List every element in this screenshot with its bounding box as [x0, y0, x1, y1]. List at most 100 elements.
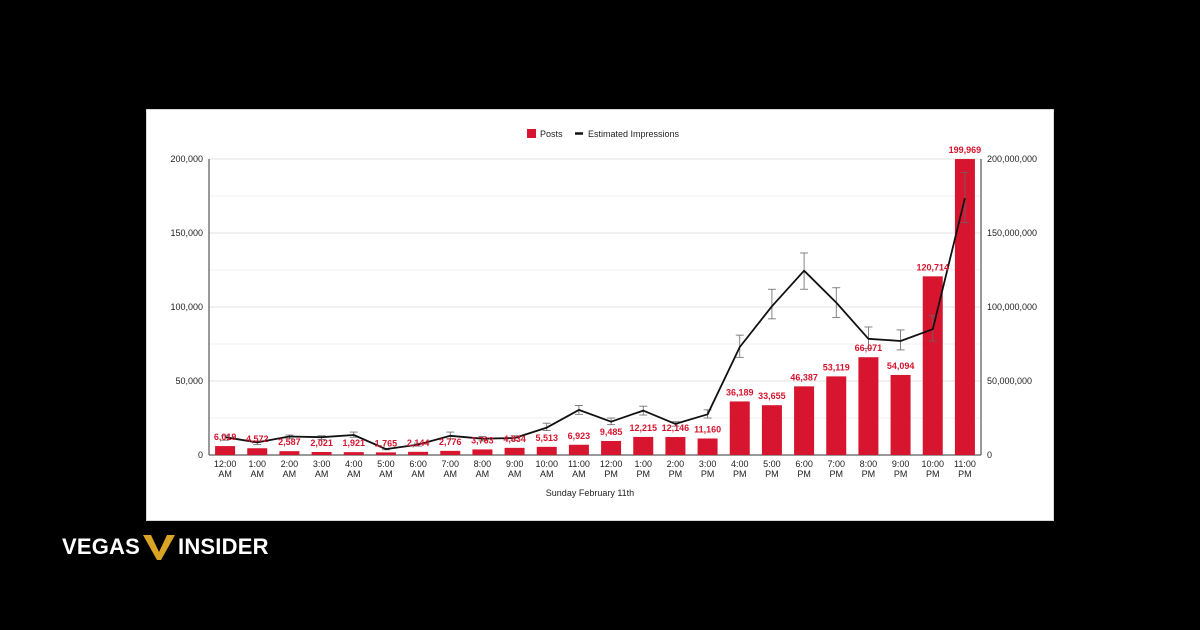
- posts-bar: [922, 276, 943, 455]
- posts-data-label: 54,094: [887, 361, 915, 371]
- posts-data-label: 2,144: [407, 438, 430, 448]
- x-tick-label-time: 8:00: [474, 459, 492, 469]
- posts-bar: [440, 450, 461, 455]
- posts-bar: [311, 452, 332, 455]
- x-tick-label-time: 5:00: [377, 459, 395, 469]
- posts-data-label: 12,215: [629, 423, 657, 433]
- x-tick-label-time: 10:00: [921, 459, 944, 469]
- x-tick-label-period: AM: [572, 469, 586, 479]
- x-tick-label-period: PM: [765, 469, 779, 479]
- posts-bar: [247, 448, 268, 455]
- x-tick-label-time: 3:00: [313, 459, 331, 469]
- posts-data-label: 36,189: [726, 387, 754, 397]
- posts-data-label: 4,834: [503, 434, 526, 444]
- vi-chevron-logo-icon: [143, 535, 176, 560]
- x-tick-label-period: PM: [797, 469, 811, 479]
- x-tick-label-period: AM: [508, 469, 522, 479]
- posts-impressions-chart: 0 50,000 100,000 150,000 200,000 0 50,000,000 1…: [170, 129, 1037, 498]
- x-tick-label-period: AM: [251, 469, 265, 479]
- x-tick-label-time: 9:00: [892, 459, 910, 469]
- legend-impressions-label: Estimated Impressions: [588, 129, 680, 139]
- posts-bar: [633, 436, 654, 455]
- posts-data-label: 4,572: [246, 434, 269, 444]
- posts-bar: [794, 386, 815, 455]
- posts-data-label: 53,119: [823, 362, 850, 372]
- y-right-tick-label: 150,000,000: [987, 228, 1037, 238]
- y-left-tick-label: 50,000: [175, 376, 203, 386]
- y-right-tick-label: 200,000,000: [987, 154, 1037, 164]
- posts-data-label: 6,923: [568, 431, 591, 441]
- posts-bar: [954, 159, 975, 455]
- posts-data-label: 33,655: [758, 391, 786, 401]
- posts-data-label: 9,485: [600, 427, 623, 437]
- posts-data-label: 2,021: [310, 438, 333, 448]
- x-tick-label-time: 6:00: [795, 459, 813, 469]
- posts-data-label: 12,146: [662, 423, 690, 433]
- x-tick-label-period: PM: [926, 469, 940, 479]
- x-tick-label-period: AM: [411, 469, 425, 479]
- x-tick-label-time: 12:00: [600, 459, 623, 469]
- x-tick-label-time: 8:00: [860, 459, 878, 469]
- x-tick-label-time: 3:00: [699, 459, 717, 469]
- posts-data-label: 3,763: [471, 435, 494, 445]
- y-left-tick-label: 100,000: [170, 302, 203, 312]
- posts-bar: [215, 446, 236, 455]
- y-left-tick-label: 150,000: [170, 228, 203, 238]
- x-tick-label-time: 9:00: [506, 459, 524, 469]
- posts-bar: [858, 357, 879, 455]
- y-right-tick-label: 50,000,000: [987, 376, 1032, 386]
- posts-data-label: 11,160: [694, 424, 721, 434]
- posts-bar: [279, 451, 300, 455]
- x-tick-label-time: 12:00: [214, 459, 237, 469]
- posts-bar: [536, 446, 557, 455]
- legend-posts-marker: [527, 129, 536, 138]
- y-left-tick-label: 0: [198, 450, 203, 460]
- x-tick-label-time: 1:00: [634, 459, 652, 469]
- posts-bar: [826, 376, 847, 455]
- posts-bar: [568, 444, 589, 455]
- x-tick-label-period: PM: [894, 469, 908, 479]
- posts-bar: [375, 452, 396, 455]
- x-tick-label-period: AM: [379, 469, 393, 479]
- x-tick-label-time: 1:00: [248, 459, 266, 469]
- posts-bar: [761, 405, 782, 455]
- x-tick-label-time: 2:00: [281, 459, 299, 469]
- brand-word-insider: INSIDER: [178, 534, 269, 559]
- posts-data-label: 1,765: [375, 438, 398, 448]
- x-tick-label-period: AM: [476, 469, 490, 479]
- x-tick-label-period: AM: [283, 469, 297, 479]
- x-tick-label-period: AM: [540, 469, 554, 479]
- x-axis-title: Sunday February 11th: [546, 488, 634, 498]
- x-tick-label-period: AM: [347, 469, 361, 479]
- posts-bar: [729, 401, 750, 455]
- x-tick-label-time: 2:00: [667, 459, 685, 469]
- posts-bar: [665, 437, 686, 455]
- x-tick-label-period: AM: [444, 469, 458, 479]
- posts-data-label: 2,776: [439, 437, 462, 447]
- posts-data-label: 6,019: [214, 432, 237, 442]
- posts-bar: [504, 447, 525, 455]
- posts-data-label: 2,587: [278, 437, 301, 447]
- legend-posts-label: Posts: [540, 129, 563, 139]
- x-tick-label-time: 5:00: [763, 459, 781, 469]
- x-tick-label-period: PM: [862, 469, 876, 479]
- posts-bar: [601, 440, 622, 455]
- y-right-tick-label: 0: [987, 450, 992, 460]
- x-tick-label-period: PM: [669, 469, 683, 479]
- posts-data-label: 5,513: [535, 433, 558, 443]
- x-tick-label-period: PM: [637, 469, 651, 479]
- x-tick-label-time: 6:00: [409, 459, 427, 469]
- x-tick-label-time: 4:00: [731, 459, 749, 469]
- posts-bar: [697, 438, 718, 455]
- x-tick-label-time: 11:00: [954, 459, 976, 469]
- posts-data-label: 66,071: [855, 343, 883, 353]
- posts-data-label: 199,969: [949, 145, 982, 155]
- posts-bar: [890, 374, 911, 455]
- posts-bar: [472, 449, 493, 455]
- posts-bar: [343, 452, 364, 455]
- vegas-insider-logo: VEGAS INSIDER: [62, 530, 269, 564]
- x-tick-label-time: 11:00: [568, 459, 590, 469]
- x-tick-label-period: PM: [701, 469, 715, 479]
- brand-word-vegas: VEGAS: [62, 534, 141, 559]
- x-tick-label-period: PM: [733, 469, 747, 479]
